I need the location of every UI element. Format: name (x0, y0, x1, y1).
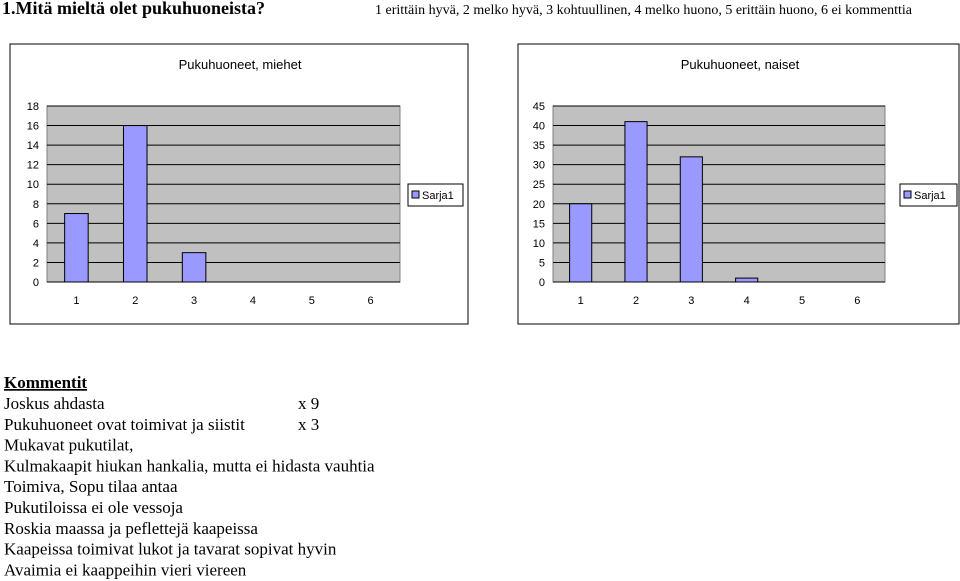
bar (679, 156, 703, 283)
y-tick-label: 16 (27, 121, 39, 133)
chart-title: Pukuhuoneet, naiset (681, 57, 800, 72)
y-tick-label: 15 (533, 218, 545, 230)
comment-text: Mukavat pukutilat, (4, 436, 133, 455)
y-tick-label: 45 (533, 101, 545, 113)
y-tick-label: 20 (533, 199, 545, 211)
bar (569, 203, 593, 283)
y-tick-label: 12 (27, 160, 39, 172)
bar (624, 121, 648, 283)
comment-text: Toimiva, Sopu tilaa antaa (4, 477, 178, 496)
x-tick-label: 2 (633, 295, 639, 307)
bar (181, 252, 207, 283)
scale-note: 1 erittäin hyvä, 2 melko hyvä, 3 kohtuul… (375, 3, 913, 18)
x-tick-label: 1 (73, 295, 79, 307)
y-tick-label: 35 (533, 140, 545, 152)
comment-text: Pukutiloissa ei ole vessoja (4, 498, 183, 517)
y-tick-label: 40 (533, 121, 545, 133)
legend-label: Sarja1 (422, 190, 454, 202)
comment-text: Roskia maassa ja peflettejä kaapeissa (4, 519, 258, 538)
y-tick-label: 0 (539, 277, 545, 289)
comment-text: Joskus ahdasta (4, 394, 105, 413)
legend-frame (407, 183, 464, 207)
y-tick-label: 6 (33, 218, 39, 230)
x-tick-label: 1 (578, 295, 584, 307)
y-tick-label: 25 (533, 179, 545, 191)
legend-swatch (903, 190, 912, 199)
y-tick-label: 2 (33, 257, 39, 269)
plot-area (552, 105, 886, 283)
x-tick-label: 5 (799, 295, 805, 307)
comment-count: x 3 (298, 415, 319, 434)
plot-area (46, 105, 401, 283)
x-tick-label: 5 (309, 295, 315, 307)
x-tick-label: 4 (744, 295, 750, 307)
y-tick-label: 5 (539, 257, 545, 269)
bar (122, 125, 148, 283)
comment-count: x 9 (298, 394, 319, 413)
comment-text: Kaapeissa toimivat lukot ja tavarat sopi… (4, 540, 337, 559)
x-tick-label: 6 (854, 295, 860, 307)
heading: 1.Mitä mieltä olet pukuhuoneista? (2, 0, 265, 18)
chart-title: Pukuhuoneet, miehet (179, 57, 302, 72)
x-tick-label: 3 (688, 295, 694, 307)
x-tick-label: 3 (191, 295, 197, 307)
legend-label: Sarja1 (914, 190, 946, 202)
bar (64, 213, 89, 283)
y-tick-label: 30 (533, 160, 545, 172)
y-tick-label: 10 (27, 179, 39, 191)
y-tick-label: 4 (33, 238, 39, 250)
x-tick-label: 2 (132, 295, 138, 307)
bar (735, 277, 759, 283)
comment-text: Pukuhuoneet ovat toimivat ja siistit (4, 415, 245, 434)
y-tick-label: 18 (27, 101, 39, 113)
comment-text: Kulmakaapit hiukan hankalia, mutta ei hi… (4, 456, 375, 475)
legend-swatch (411, 190, 420, 199)
x-tick-label: 4 (250, 295, 256, 307)
legend-frame (899, 183, 958, 207)
y-tick-label: 10 (533, 238, 545, 250)
y-tick-label: 14 (27, 140, 39, 152)
comment-text: Avaimia ei kaappeihin vieri viereen (4, 560, 247, 579)
comments-title: Kommentit (4, 373, 87, 392)
x-tick-label: 6 (368, 295, 374, 307)
y-tick-label: 0 (33, 277, 39, 289)
y-tick-label: 8 (33, 199, 39, 211)
